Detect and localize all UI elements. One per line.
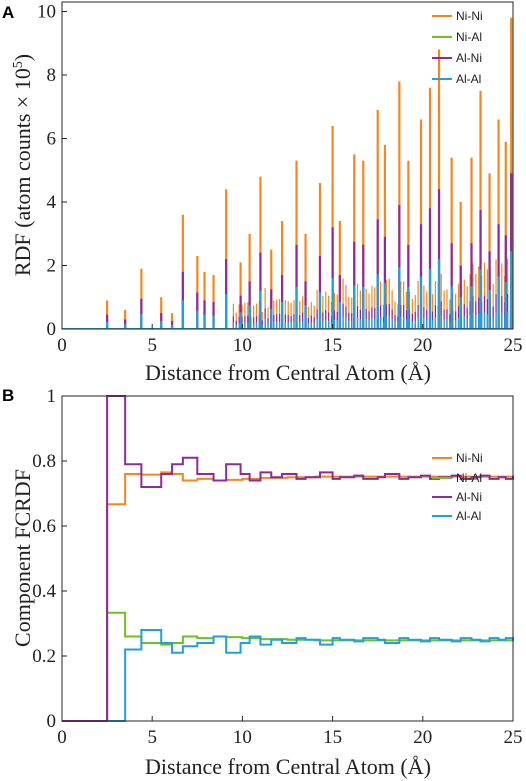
- panel-b-ticks: 0 5 10 15 20 25 0 0.2 0.4 0.6 0.8 1: [32, 386, 522, 748]
- legend-a-label-al-al: Al-Al: [456, 72, 481, 86]
- panel-b-x-tick-label: 25: [504, 727, 523, 748]
- panel-a-y-axis-label-close: ): [10, 54, 35, 61]
- panel-a: A 0 5 10 15 20 25 0 2 4 6 8 10 Distance from Centra…: [2, 1, 523, 385]
- panel-a-letter: A: [2, 3, 14, 22]
- panel-a-y-tick-label: 6: [47, 129, 57, 150]
- panel-b-y-tick-label: 0.4: [32, 581, 56, 602]
- panel-b-x-axis-label: Distance from Central Atom (Å): [145, 754, 431, 779]
- legend-b-label-ni-al: Ni-Al: [456, 471, 482, 485]
- panel-b-line-ni-ni: [62, 471, 513, 722]
- panel-b-y-tick-label: 0: [47, 711, 57, 732]
- panel-a-y-axis-label-exponent: 5: [11, 61, 26, 68]
- panel-b-y-tick-label: 0.6: [32, 516, 56, 537]
- panel-a-x-tick-label: 20: [413, 335, 432, 356]
- panel-b-legend: Ni-Ni Ni-Al Al-Ni Al-Al: [432, 451, 483, 523]
- panel-b-x-tick-label: 15: [323, 727, 342, 748]
- panel-a-stems: [62, 17, 513, 329]
- legend-a-label-ni-al: Ni-Al: [456, 30, 482, 44]
- panel-a-x-tick-label: 25: [504, 335, 523, 356]
- panel-a-x-tick-label: 5: [147, 335, 157, 356]
- legend-b-label-al-ni: Al-Ni: [456, 490, 482, 504]
- legend-a-label-al-ni: Al-Ni: [456, 51, 482, 65]
- panel-a-y-tick-label: 0: [47, 319, 57, 340]
- panel-b-x-tick-label: 20: [413, 727, 432, 748]
- panel-b-axes-frame: [61, 395, 514, 722]
- panel-b-lines: [62, 395, 514, 722]
- panel-a-legend: Ni-Ni Ni-Al Al-Ni Al-Al: [432, 9, 483, 86]
- panel-a-y-tick-label: 8: [47, 65, 57, 86]
- panel-a-y-axis-label: RDF (atom counts × 105): [10, 54, 35, 276]
- panel-b-y-tick-label: 1: [47, 386, 57, 407]
- panel-a-y-tick-label: 2: [47, 256, 57, 277]
- legend-b-label-al-al: Al-Al: [456, 509, 481, 523]
- legend-b-label-ni-ni: Ni-Ni: [456, 451, 483, 465]
- panel-b: B 0 5 10 15 20 25 0 0.2 0.4 0.6 0.8 1 Distance from…: [2, 386, 523, 779]
- panel-b-x-tick-label: 10: [233, 727, 252, 748]
- panel-a-x-tick-label: 15: [323, 335, 342, 356]
- legend-a-label-ni-ni: Ni-Ni: [456, 9, 483, 23]
- panel-b-y-tick-label: 0.2: [32, 646, 56, 667]
- panel-b-letter: B: [2, 386, 14, 405]
- panel-a-y-axis-label-main: RDF (atom counts × 10: [10, 68, 35, 276]
- panel-a-axes-frame: [61, 1, 514, 330]
- panel-a-x-tick-label: 0: [57, 335, 67, 356]
- panel-a-x-axis-label: Distance from Central Atom (Å): [145, 360, 431, 385]
- panel-a-ticks: 0 5 10 15 20 25 0 2 4 6 8 10: [37, 2, 523, 356]
- panel-a-y-tick-label: 10: [37, 2, 56, 23]
- panel-b-x-tick-label: 5: [147, 727, 157, 748]
- panel-a-y-tick-label: 4: [47, 192, 57, 213]
- panel-b-y-axis-label: Component FCRDF: [10, 469, 35, 647]
- panel-b-y-tick-label: 0.8: [32, 451, 56, 472]
- panel-a-x-tick-label: 10: [233, 335, 252, 356]
- panel-b-x-tick-label: 0: [57, 727, 67, 748]
- panel-b-line-al-ni: [62, 395, 514, 722]
- panel-b-line-al-al: [62, 629, 514, 722]
- panel-b-line-ni-al: [62, 611, 513, 722]
